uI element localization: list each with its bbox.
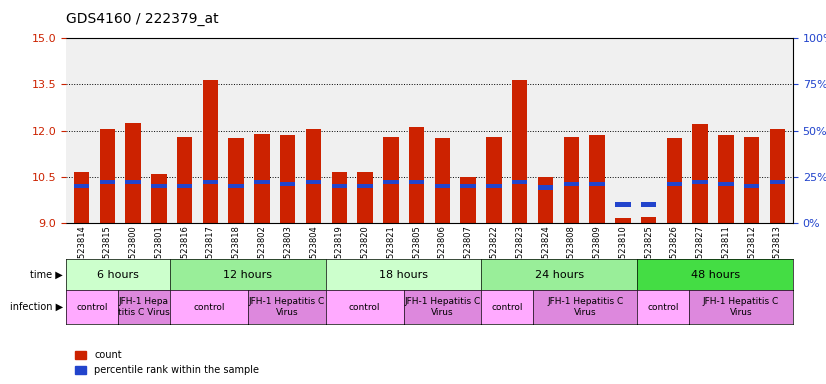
- Bar: [229, 138, 244, 223]
- Bar: [512, 180, 528, 184]
- Bar: [770, 180, 786, 184]
- Bar: [306, 180, 321, 184]
- Bar: [383, 180, 399, 184]
- Bar: [331, 184, 347, 188]
- Text: control: control: [76, 303, 107, 312]
- Bar: [744, 184, 759, 188]
- Legend: count, percentile rank within the sample: count, percentile rank within the sample: [71, 346, 263, 379]
- Text: time ▶: time ▶: [30, 270, 63, 280]
- Bar: [202, 180, 218, 184]
- Bar: [538, 185, 553, 190]
- Text: 24 hours: 24 hours: [534, 270, 584, 280]
- Bar: [229, 184, 244, 188]
- Bar: [358, 184, 373, 188]
- Bar: [126, 180, 140, 184]
- Bar: [126, 123, 140, 223]
- Text: JFH-1 Hepatitis C
Virus: JFH-1 Hepatitis C Virus: [405, 298, 481, 317]
- Bar: [331, 172, 347, 223]
- Bar: [719, 182, 733, 186]
- Text: control: control: [491, 303, 523, 312]
- Bar: [177, 184, 192, 188]
- Bar: [512, 80, 528, 223]
- Bar: [254, 180, 270, 184]
- Bar: [280, 135, 296, 223]
- Bar: [460, 177, 476, 223]
- Text: control: control: [193, 303, 225, 312]
- Bar: [563, 182, 579, 186]
- Bar: [100, 180, 115, 184]
- Bar: [254, 134, 270, 223]
- Bar: [383, 137, 399, 223]
- Bar: [615, 218, 630, 223]
- Bar: [563, 137, 579, 223]
- Bar: [487, 137, 501, 223]
- Text: JFH-1 Hepatitis C
Virus: JFH-1 Hepatitis C Virus: [547, 298, 624, 317]
- Bar: [719, 135, 733, 223]
- Text: JFH-1 Hepatitis C
Virus: JFH-1 Hepatitis C Virus: [703, 298, 779, 317]
- Bar: [409, 180, 425, 184]
- Bar: [641, 202, 657, 207]
- Bar: [692, 124, 708, 223]
- Bar: [151, 184, 167, 188]
- Bar: [151, 174, 167, 223]
- Text: 48 hours: 48 hours: [691, 270, 739, 280]
- Text: control: control: [648, 303, 679, 312]
- Text: 6 hours: 6 hours: [97, 270, 139, 280]
- Bar: [280, 182, 296, 186]
- Bar: [667, 182, 682, 186]
- Bar: [358, 172, 373, 223]
- Bar: [409, 127, 425, 223]
- Bar: [487, 184, 501, 188]
- Bar: [434, 184, 450, 188]
- Text: control: control: [349, 303, 380, 312]
- Bar: [589, 182, 605, 186]
- Bar: [100, 129, 115, 223]
- Text: 18 hours: 18 hours: [379, 270, 428, 280]
- Text: 12 hours: 12 hours: [223, 270, 273, 280]
- Bar: [615, 202, 630, 207]
- Bar: [177, 137, 192, 223]
- Bar: [744, 137, 759, 223]
- Bar: [692, 180, 708, 184]
- Text: GDS4160 / 222379_at: GDS4160 / 222379_at: [66, 12, 219, 25]
- Bar: [74, 184, 89, 188]
- Bar: [770, 129, 786, 223]
- Bar: [74, 172, 89, 223]
- Bar: [434, 138, 450, 223]
- Text: JFH-1 Hepatitis C
Virus: JFH-1 Hepatitis C Virus: [249, 298, 325, 317]
- Bar: [202, 80, 218, 223]
- Bar: [589, 135, 605, 223]
- Bar: [641, 217, 657, 223]
- Text: infection ▶: infection ▶: [10, 302, 63, 312]
- Bar: [667, 138, 682, 223]
- Bar: [306, 129, 321, 223]
- Text: JFH-1 Hepa
titis C Virus: JFH-1 Hepa titis C Virus: [118, 298, 170, 317]
- Bar: [460, 184, 476, 188]
- Bar: [538, 177, 553, 223]
